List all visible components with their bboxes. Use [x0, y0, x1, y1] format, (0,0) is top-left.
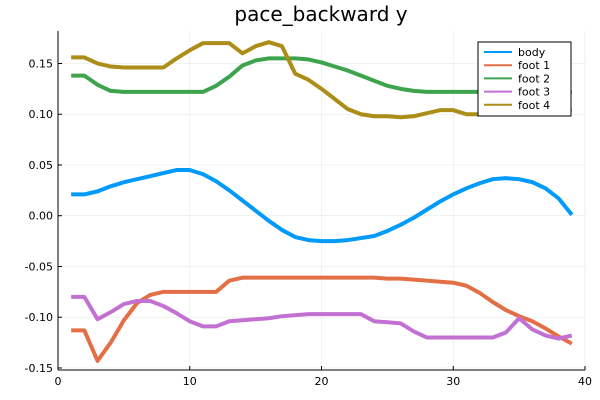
series-line-body [71, 168, 574, 244]
legend-label: foot 4 [518, 99, 550, 112]
y-tick-label: 0.15 [29, 57, 54, 70]
y-tick-label: -0.15 [25, 362, 53, 375]
legend-label: foot 3 [518, 86, 550, 99]
legend-label: body [518, 46, 546, 59]
series-line-foot-1 [71, 275, 573, 363]
x-tick-label: 10 [183, 375, 197, 388]
x-tick-label: 40 [578, 375, 592, 388]
y-tick-label: -0.10 [25, 311, 53, 324]
legend-label: foot 1 [518, 59, 550, 72]
legend-label: foot 2 [518, 72, 550, 85]
y-tick-label: 0.00 [29, 210, 54, 223]
x-tick-label: 20 [315, 375, 329, 388]
series-line-foot-3 [71, 294, 573, 341]
y-tick-label: 0.10 [29, 108, 54, 121]
x-tick-label: 0 [55, 375, 62, 388]
y-tick-label: 0.05 [29, 159, 54, 172]
chart-title: pace_backward y [234, 2, 407, 26]
x-tick-label: 30 [446, 375, 460, 388]
y-tick-label: -0.05 [25, 260, 53, 273]
axes: 0 10 20 30 40 -0.15 -0.10 -0.05 0.00 0.05 0.10 0.15 [25, 31, 592, 388]
